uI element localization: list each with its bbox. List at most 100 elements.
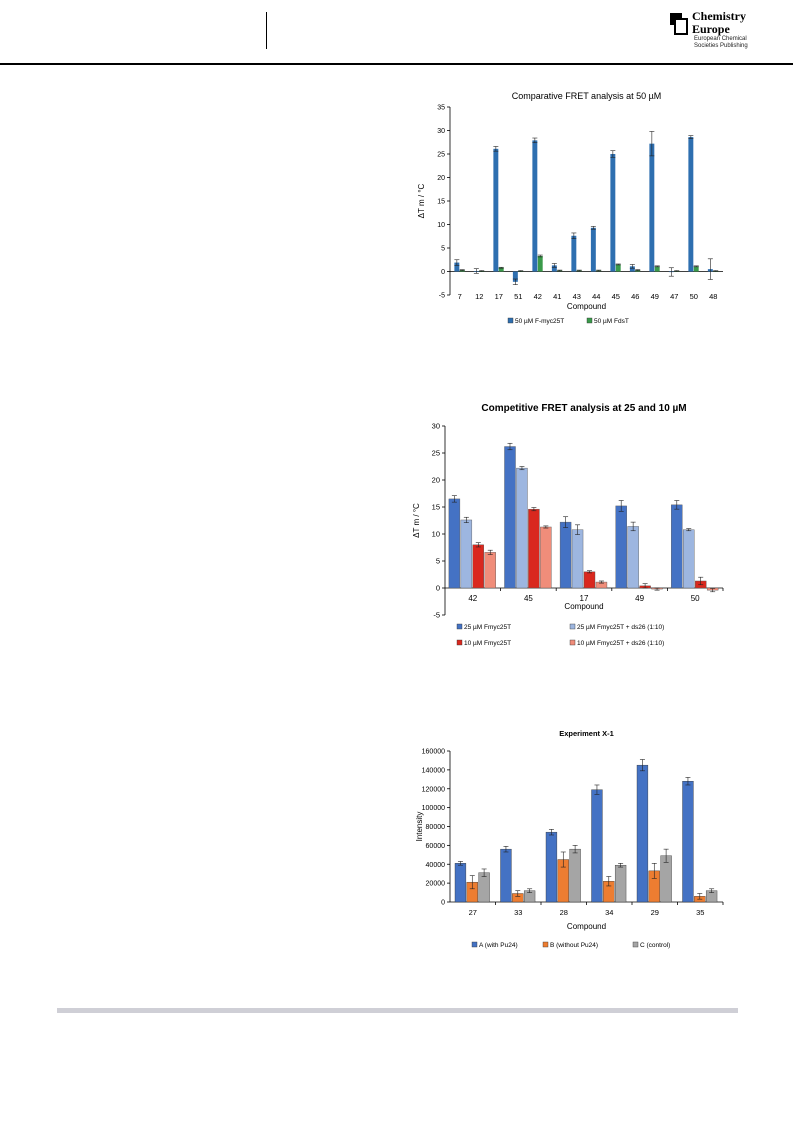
chart1-bar — [610, 154, 616, 272]
chart1-x-tick-label: 7 — [458, 292, 462, 301]
chart3-bar — [682, 781, 694, 903]
chart1-y-tick-label: 10 — [437, 222, 445, 229]
chart1-x-axis-label: Compound — [567, 302, 606, 311]
chart2-legend-swatch — [569, 623, 576, 630]
chart1-x-tick-label: 42 — [534, 292, 542, 301]
chart1-title: Comparative FRET analysis at 50 µM — [512, 91, 662, 101]
chart1-x-tick-label: 46 — [631, 292, 639, 301]
chart1-x-tick-label: 17 — [495, 292, 503, 301]
chart1-x-tick-label: 48 — [709, 292, 717, 301]
chart2-x-axis-label: Compound — [564, 602, 603, 611]
chart1-legend-swatch — [507, 317, 514, 324]
chart1-bar — [693, 266, 699, 272]
chart1-bar — [551, 265, 557, 272]
chart3-bar — [614, 864, 627, 903]
chart2-legend-swatch — [456, 639, 463, 646]
chart3-y-tick-label: 120000 — [422, 786, 445, 793]
chart2-y-tick-label: 20 — [432, 476, 440, 485]
chart2-y-tick-label: 5 — [436, 557, 440, 566]
chart2-legend-entry: 10 µM Fmyc25T + ds26 (1:10) — [577, 640, 664, 647]
chart2-y-tick-label: 0 — [436, 584, 440, 593]
chart1-x-tick-label: 45 — [612, 292, 620, 301]
chart1-bar — [615, 264, 621, 272]
chart1-x-tick-label: 12 — [475, 292, 483, 301]
logo-line2: Europe — [692, 22, 730, 36]
chart2-bar — [484, 552, 496, 589]
logo-sub2: Societies Publishing — [694, 43, 748, 49]
chart3-x-axis-label: Compound — [567, 922, 606, 931]
chart2-title: Competitive FRET analysis at 25 and 10 µ… — [481, 403, 686, 414]
chart1-bar — [571, 235, 577, 272]
chart2-x-tick-label: 50 — [691, 594, 700, 603]
chart3-y-tick-label: 160000 — [422, 749, 445, 756]
header-divider — [266, 12, 267, 49]
chart1-y-tick-label: 25 — [437, 152, 445, 159]
logo-sub1: European Chemical — [694, 36, 747, 42]
logo-subtitle: European Chemical Societies Publishing — [694, 36, 748, 50]
chart2-legend-entry: 10 µM Fmyc25T — [464, 640, 511, 647]
logo-line1: Chemistry — [692, 9, 746, 23]
chart3-legend-swatch — [471, 941, 478, 948]
chart3-y-tick-label: 140000 — [422, 767, 445, 774]
chart3-y-tick-label: 80000 — [426, 824, 446, 831]
chart3-y-tick-label: 60000 — [426, 843, 446, 850]
chart1-bar — [688, 137, 694, 272]
chart2-bar — [615, 505, 627, 589]
chart2-bar — [516, 467, 528, 589]
chart1-y-tick-label: 20 — [437, 175, 445, 182]
chart2-bar — [559, 521, 572, 589]
chart2-x-tick-label: 49 — [635, 594, 644, 603]
chart1-bar — [654, 266, 660, 272]
chart3-legend-swatch — [542, 941, 549, 948]
chart2-y-tick-label: 10 — [432, 530, 440, 539]
chart3-x-tick-label: 35 — [696, 908, 704, 917]
chart1-bar — [537, 255, 543, 272]
experiment-x1-chart: Experiment X-1 0 20000 40000 60000 80000 10000… — [415, 729, 724, 949]
chart1-bar — [454, 262, 460, 272]
chart2-legend-swatch — [569, 639, 576, 646]
chart3-x-tick-label: 29 — [651, 908, 659, 917]
chart2-bar — [540, 526, 552, 589]
chart2-x-tick-label: 17 — [580, 594, 589, 603]
chart3-y-tick-label: 0 — [441, 900, 445, 907]
chart2-legend-swatch — [456, 623, 463, 630]
chart1-legend-swatch — [586, 317, 593, 324]
chart2-x-tick-label: 42 — [468, 594, 477, 603]
chart3-bar — [454, 863, 467, 903]
chart1-x-tick-label: 41 — [553, 292, 561, 301]
chart3-x-tick-label: 27 — [469, 908, 477, 917]
chart1-x-tick-label: 43 — [573, 292, 581, 301]
chart2-legend-entry: 25 µM Fmyc25T + ds26 (1:10) — [577, 624, 664, 631]
chart3-legend-entry: A (with Pu24) — [479, 942, 518, 949]
chart1-legend-entry: 50 µM F-myc25T — [515, 318, 564, 325]
chart2-x-tick-label: 45 — [524, 594, 533, 603]
chart2-bar — [627, 526, 639, 589]
chart1-bar — [493, 148, 499, 272]
chart2-y-tick-label: 15 — [432, 503, 440, 512]
chart3-y-axis-label: Intensity — [415, 812, 424, 842]
chart3-x-tick-label: 34 — [605, 908, 613, 917]
chart2-bar — [671, 504, 683, 589]
chart3-legend-swatch — [632, 941, 639, 948]
chart1-x-tick-label: 44 — [592, 292, 600, 301]
chart2-bar — [448, 498, 461, 589]
chart3-y-tick-label: 40000 — [426, 862, 446, 869]
logo-mark-icon — [670, 13, 688, 35]
chart2-bar — [583, 571, 596, 589]
chart3-bar — [569, 848, 581, 903]
chart1-legend-entry: 50 µM FdsT — [594, 318, 629, 325]
chemistry-europe-logo: Chemistry Europe European Chemical Socie… — [669, 10, 789, 54]
chart1-bar — [590, 227, 596, 272]
chart1-x-tick-label: 47 — [670, 292, 678, 301]
chart1-y-tick-label: 15 — [437, 199, 445, 206]
chart1-bar — [629, 266, 635, 272]
chart2-y-tick-label: -5 — [433, 611, 440, 620]
chart3-y-tick-label: 100000 — [422, 805, 445, 812]
chart1-bar — [512, 271, 518, 282]
chart3-bar — [478, 872, 490, 903]
competitive-fret-chart: Competitive FRET analysis at 25 and 10 µ… — [412, 403, 724, 647]
chart1-y-tick-label: -5 — [439, 293, 445, 300]
chart3-bar — [545, 831, 558, 903]
chart3-legend-entry: B (without Pu24) — [550, 942, 598, 949]
chart1-y-tick-label: 35 — [437, 105, 445, 112]
